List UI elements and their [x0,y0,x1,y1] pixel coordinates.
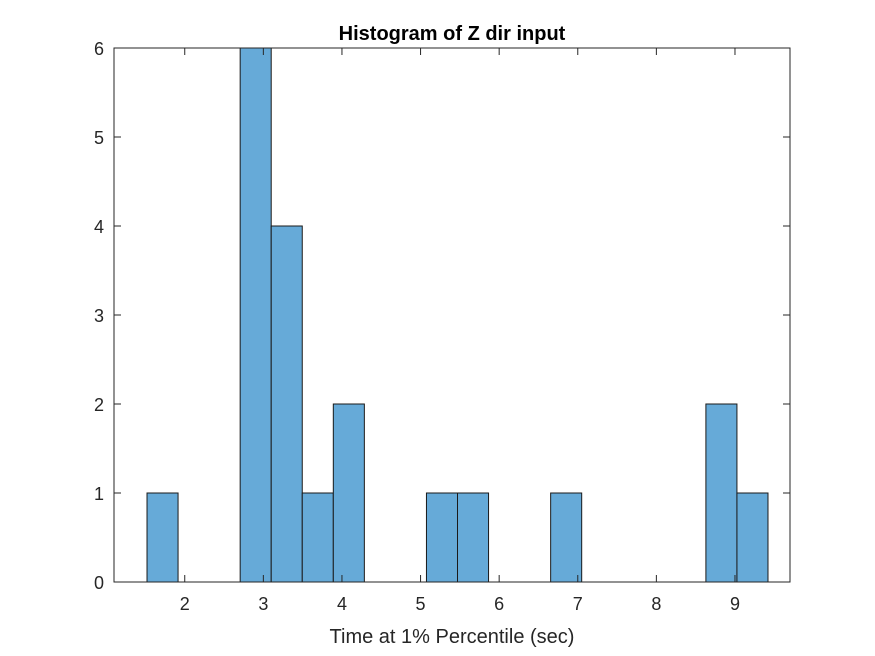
chart-title: Histogram of Z dir input [339,23,566,45]
y-tick-label: 2 [94,395,104,415]
x-tick-label: 9 [730,594,740,614]
y-tick-label: 6 [94,39,104,59]
x-tick-label: 6 [494,594,504,614]
histogram-bar [550,492,583,583]
x-tick-label: 4 [337,594,347,614]
x-tick-label: 2 [180,594,190,614]
histogram-bar [705,403,738,583]
ticks-layer: 2 3 4 5 6 7 8 9 0 1 2 3 4 5 6 [94,39,790,614]
histogram-bar [332,403,365,583]
y-tick-label: 1 [94,484,104,504]
x-tick-label: 5 [416,594,426,614]
histogram-bar [301,492,334,583]
histogram-bar [270,225,303,583]
x-tick-label: 8 [651,594,661,614]
bars-layer [146,47,769,583]
y-tick-label: 0 [94,573,104,593]
histogram-bar [146,492,179,583]
y-tick-label: 5 [94,128,104,148]
x-tick-label: 7 [573,594,583,614]
x-tick-label: 3 [258,594,268,614]
y-tick-label: 4 [94,217,104,237]
histogram-bar [736,492,769,583]
histogram-bar [425,492,459,583]
histogram-bar [457,492,490,583]
y-tick-label: 3 [94,306,104,326]
x-axis-label: Time at 1% Percentile (sec) [330,626,575,648]
histogram-bar [239,47,272,583]
